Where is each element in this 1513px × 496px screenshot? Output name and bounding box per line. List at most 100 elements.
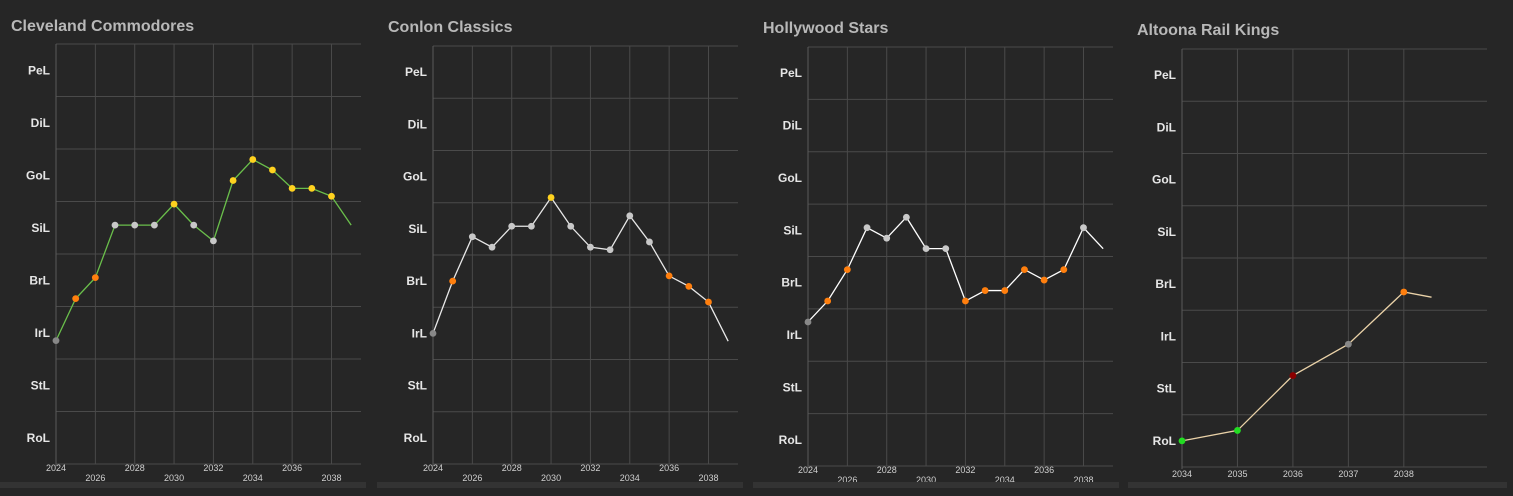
y-tick-label: StL <box>31 378 50 392</box>
data-point <box>705 298 712 306</box>
chart-title: Altoona Rail Kings <box>1137 22 1280 39</box>
x-tick-label: 2032 <box>955 465 975 475</box>
y-tick-label: GoL <box>26 168 50 182</box>
y-tick-label: BrL <box>406 274 427 288</box>
x-tick-label: 2024 <box>423 463 443 473</box>
y-tick-label: GoL <box>403 170 427 184</box>
data-point <box>962 297 969 305</box>
y-tick-label: SiL <box>1157 225 1176 239</box>
x-tick-label: 2030 <box>916 475 936 485</box>
y-tick-label: DiL <box>31 116 50 130</box>
chart-panel: Conlon Classics RoL StL IrL BrL SiL GoL DiL PeL 2… <box>377 0 749 496</box>
y-tick-label: GoL <box>778 171 802 185</box>
y-tick-label: IrL <box>787 328 802 342</box>
y-tick-label: DiL <box>408 117 427 131</box>
y-tick-label: StL <box>783 380 802 394</box>
data-point <box>1344 340 1352 348</box>
data-point <box>685 282 693 290</box>
data-point <box>883 234 891 242</box>
scrollbar-track[interactable] <box>0 482 366 488</box>
y-tick-label: RoL <box>27 431 50 445</box>
data-point <box>449 277 457 285</box>
data-point <box>508 222 516 230</box>
data-point <box>150 221 158 229</box>
data-point <box>170 200 178 208</box>
data-point <box>863 224 871 232</box>
chart-svg: RoL StL IrL BrL SiL GoL DiL PeL 2024 2026 2028 2030… <box>26 43 361 483</box>
data-point <box>429 329 437 337</box>
series-line <box>1181 291 1432 442</box>
y-tick-label: StL <box>1157 382 1176 396</box>
chart-svg: RoL StL IrL BrL SiL GoL DiL PeL 2034 2035 2036 2037… <box>1152 48 1487 479</box>
y-tick-label: PeL <box>780 66 802 80</box>
data-point <box>567 222 575 230</box>
data-point <box>942 245 950 253</box>
x-tick-label: 2034 <box>1172 469 1192 479</box>
data-point <box>646 238 653 246</box>
y-tick-label: GoL <box>1152 173 1176 187</box>
data-point <box>665 272 673 280</box>
data-point <box>288 184 296 192</box>
data-point <box>269 166 276 174</box>
data-point <box>1021 266 1028 273</box>
data-point <box>922 245 930 253</box>
data-point <box>606 246 614 254</box>
y-tick-label: IrL <box>412 326 427 340</box>
chart-panel: Cleveland Commodores RoL StL IrL BrL SiL GoL Di… <box>0 0 372 496</box>
y-tick-label: RoL <box>1153 434 1176 448</box>
data-point <box>468 233 476 241</box>
data-point <box>824 297 832 305</box>
chart-title: Hollywood Stars <box>763 20 889 37</box>
scrollbar-track[interactable] <box>1128 482 1507 488</box>
chart-svg: RoL StL IrL BrL SiL GoL DiL PeL 2024 2026 2028 2030… <box>403 45 738 483</box>
y-tick-label: IrL <box>35 326 50 340</box>
data-point <box>1289 372 1297 379</box>
x-tick-label: 2028 <box>502 463 522 473</box>
data-point <box>547 194 555 201</box>
x-tick-label: 2026 <box>837 475 857 485</box>
x-tick-label: 2028 <box>877 465 897 475</box>
data-point <box>587 243 594 251</box>
y-tick-label: PeL <box>405 65 427 79</box>
y-tick-label: RoL <box>404 431 427 445</box>
y-tick-label: BrL <box>29 273 50 287</box>
data-point <box>902 213 910 221</box>
series-line <box>432 196 729 342</box>
y-tick-label: PeL <box>28 63 50 77</box>
data-point <box>527 222 535 230</box>
data-point <box>1040 276 1048 284</box>
data-point <box>210 237 217 245</box>
chart-panel: Hollywood Stars RoL StL IrL BrL SiL GoL DiL PeL 2… <box>753 0 1125 496</box>
chart-svg: RoL StL IrL BrL SiL GoL DiL PeL 2024 2026 2028 2030… <box>778 46 1113 485</box>
data-point <box>111 221 119 229</box>
y-tick-label: DiL <box>1157 120 1176 134</box>
data-point <box>1234 427 1241 434</box>
x-tick-label: 2036 <box>659 463 679 473</box>
x-tick-label: 2036 <box>1034 465 1054 475</box>
data-point <box>981 287 989 294</box>
scrollbar-track[interactable] <box>753 482 1119 488</box>
data-point <box>131 221 139 229</box>
chart-title: Conlon Classics <box>388 19 513 36</box>
data-point <box>91 274 99 282</box>
y-tick-label: SiL <box>408 222 427 236</box>
x-tick-label: 2038 <box>698 473 718 483</box>
x-tick-label: 2038 <box>321 473 341 483</box>
data-point <box>190 221 198 229</box>
y-tick-label: BrL <box>1155 277 1176 291</box>
x-tick-label: 2034 <box>620 473 640 483</box>
y-tick-label: BrL <box>781 276 802 290</box>
y-tick-label: RoL <box>779 433 802 447</box>
x-tick-label: 2030 <box>164 473 184 483</box>
data-point <box>1178 437 1186 445</box>
data-point <box>843 266 851 273</box>
y-tick-label: SiL <box>31 221 50 235</box>
x-tick-label: 2038 <box>1394 469 1414 479</box>
data-point <box>249 156 257 163</box>
x-tick-label: 2036 <box>1283 469 1303 479</box>
series-line <box>807 216 1104 323</box>
series-line <box>55 158 352 341</box>
scrollbar-track[interactable] <box>377 482 743 488</box>
x-tick-label: 2034 <box>243 473 263 483</box>
